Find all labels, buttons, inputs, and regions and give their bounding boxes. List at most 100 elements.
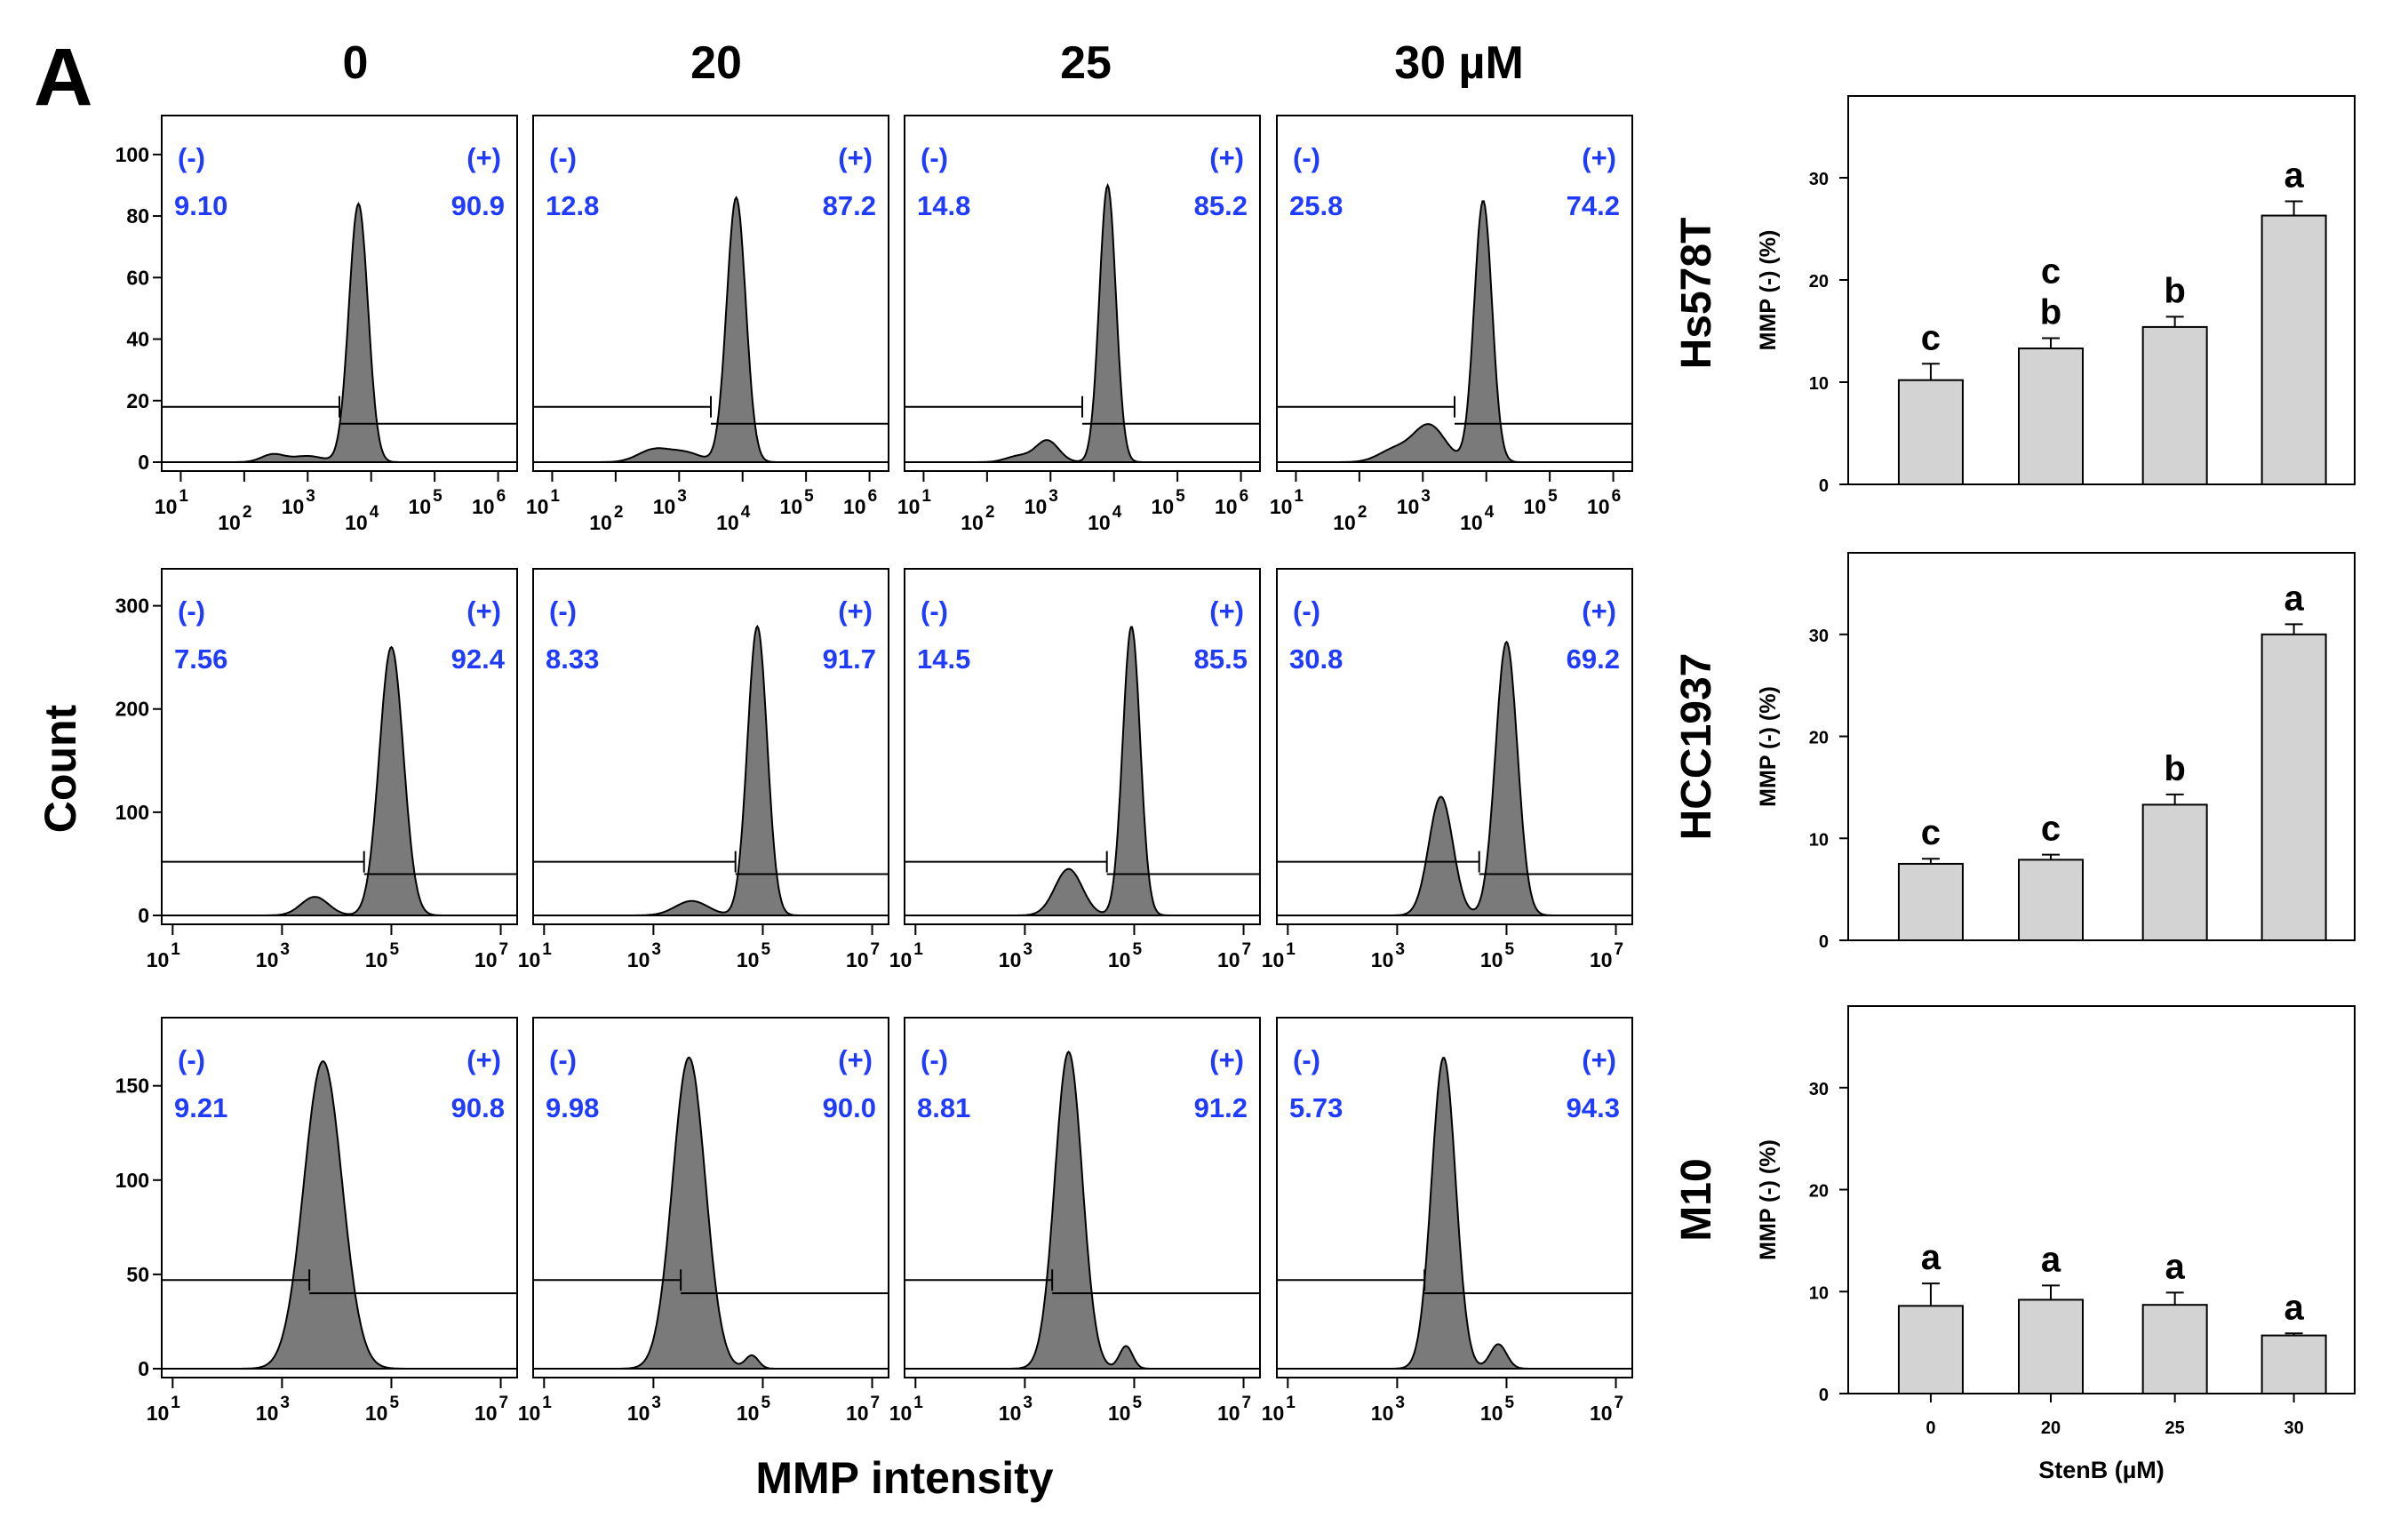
x-tick-label-base: 10 xyxy=(282,495,305,518)
x-tick-label-exp: 5 xyxy=(761,940,770,959)
gate-positive-percent: 85.5 xyxy=(1194,643,1248,675)
x-tick-label-base: 10 xyxy=(1215,495,1238,518)
histogram-frame xyxy=(532,1017,889,1378)
gate-positive-label: (+) xyxy=(1582,1044,1616,1075)
x-tick-label-base: 10 xyxy=(409,495,432,518)
x-tick-label-exp: 7 xyxy=(871,940,881,959)
x-tick-label-base: 10 xyxy=(474,948,498,971)
x-tick-label-base: 10 xyxy=(1333,511,1356,534)
bar-y-tick-label: 30 xyxy=(1809,627,1829,646)
histogram-panel-M10-3: (-) (+)5.73 94.310 1 10 3 10 5 10 7 xyxy=(1262,1017,1633,1425)
x-tick-label-base: 10 xyxy=(1152,495,1175,518)
x-tick-label-exp: 5 xyxy=(1504,1394,1514,1412)
gate-positive-percent: 90.8 xyxy=(451,1092,505,1123)
bar-20 xyxy=(2018,1298,2084,1395)
gate-negative-percent: 9.21 xyxy=(174,1092,227,1123)
bar-20 xyxy=(2018,859,2084,942)
significance-letter: b xyxy=(2040,293,2061,332)
x-tick-label-base: 10 xyxy=(1587,495,1610,518)
x-tick-label-exp: 6 xyxy=(1240,487,1249,506)
x-tick-label-base: 10 xyxy=(627,948,650,971)
x-tick-label-base: 10 xyxy=(961,511,984,534)
bar-x-tick-label: 30 xyxy=(2284,1418,2303,1438)
x-tick-label-exp: 6 xyxy=(868,487,878,506)
x-tick-label-exp: 3 xyxy=(1023,940,1033,959)
cell-line-label: Hs578T xyxy=(1673,218,1720,370)
histogram-frame xyxy=(161,115,518,472)
x-tick-label-base: 10 xyxy=(627,1402,650,1425)
bar-y-tick-label: 0 xyxy=(1819,932,1829,952)
gate-positive-label: (+) xyxy=(838,595,873,627)
x-tick-label-exp: 6 xyxy=(497,487,506,506)
gate-negative-label: (-) xyxy=(178,1044,205,1075)
x-tick-label-base: 10 xyxy=(147,948,170,971)
gate-negative-label: (-) xyxy=(921,1044,948,1075)
x-tick-label-exp: 5 xyxy=(389,940,399,959)
gate-positive-label: (+) xyxy=(466,142,501,173)
x-tick-label-base: 10 xyxy=(889,948,913,971)
x-tick-label-base: 10 xyxy=(999,1402,1022,1425)
x-tick-label-exp: 3 xyxy=(1049,487,1058,506)
gate-negative-label: (-) xyxy=(178,595,205,627)
x-tick-label-exp: 3 xyxy=(280,1394,290,1412)
bar-x-tick-label: 0 xyxy=(1926,1418,1935,1438)
bar-25 xyxy=(2141,1304,2208,1395)
significance-letter: b xyxy=(2164,271,2185,310)
cell-line-label: HCC1937 xyxy=(1673,653,1720,841)
gate-negative-percent: 8.33 xyxy=(546,643,599,675)
x-tick-label-exp: 2 xyxy=(243,503,252,522)
x-tick-label-base: 10 xyxy=(589,511,612,534)
gate-negative-label: (-) xyxy=(549,142,577,173)
x-tick-label-base: 10 xyxy=(1217,1402,1240,1425)
x-tick-label-exp: 1 xyxy=(1286,1394,1296,1412)
x-tick-label-base: 10 xyxy=(1590,1402,1613,1425)
x-tick-label-base: 10 xyxy=(365,948,388,971)
x-tick-label-exp: 3 xyxy=(1421,487,1431,506)
histogram-curve xyxy=(905,626,1260,916)
y-tick-label: 0 xyxy=(138,1357,149,1380)
gate-negative-percent: 14.5 xyxy=(917,643,970,675)
histogram-panel-M10-1: (-) (+)9.98 90.010 1 10 3 10 5 10 7 xyxy=(518,1017,889,1425)
x-tick-label-exp: 1 xyxy=(1294,487,1304,506)
y-tick-label: 100 xyxy=(116,1169,149,1192)
x-tick-label-base: 10 xyxy=(1262,948,1285,971)
bar-x-tick-label: 25 xyxy=(2165,1418,2185,1438)
x-tick-label-base: 10 xyxy=(999,948,1022,971)
x-tick-label-base: 10 xyxy=(1480,948,1503,971)
x-tick-label-base: 10 xyxy=(1025,495,1048,518)
histogram-panel-HCC1937-3: (-) (+)30.8 69.210 1 10 3 10 5 10 7 xyxy=(1262,568,1633,971)
histogram-frame xyxy=(904,568,1261,925)
x-tick-label-base: 10 xyxy=(737,1402,760,1425)
x-tick-label-exp: 7 xyxy=(1615,940,1624,959)
gate-negative-percent: 12.8 xyxy=(546,190,599,221)
x-tick-label-base: 10 xyxy=(1108,1402,1131,1425)
x-tick-label-base: 10 xyxy=(256,1402,279,1425)
x-tick-label-exp: 4 xyxy=(741,503,751,522)
x-tick-label-base: 10 xyxy=(1371,948,1394,971)
gate-positive-percent: 91.2 xyxy=(1194,1092,1248,1123)
gate-positive-percent: 69.2 xyxy=(1567,643,1620,675)
bar-y-tick-label: 10 xyxy=(1809,1283,1829,1303)
x-tick-label-exp: 7 xyxy=(871,1394,881,1412)
x-tick-label-exp: 7 xyxy=(1242,1394,1252,1412)
bar-y-tick-label: 30 xyxy=(1809,1080,1829,1099)
y-tick-label: 60 xyxy=(126,266,149,289)
significance-letter: c xyxy=(1921,813,1941,852)
gate-positive-percent: 94.3 xyxy=(1567,1092,1620,1123)
x-tick-label-exp: 6 xyxy=(1612,487,1622,506)
gate-positive-percent: 90.9 xyxy=(451,190,505,221)
y-axis-title-count: Count xyxy=(36,704,85,833)
bar-y-axis-label: MMP (-) (%) xyxy=(1756,1139,1781,1260)
x-tick-label-base: 10 xyxy=(846,948,869,971)
y-tick-label: 300 xyxy=(116,595,149,618)
histogram-panel-HCC1937-2: (-) (+)14.5 85.510 1 10 3 10 5 10 7 xyxy=(889,568,1261,971)
gate-negative-label: (-) xyxy=(1293,142,1320,173)
x-tick-label-exp: 4 xyxy=(370,503,379,522)
x-tick-label-base: 10 xyxy=(1397,495,1420,518)
gate-negative-label: (-) xyxy=(1293,1044,1320,1075)
gate-positive-percent: 85.2 xyxy=(1194,190,1248,221)
x-tick-label-base: 10 xyxy=(1108,948,1131,971)
x-tick-label-exp: 3 xyxy=(1395,940,1405,959)
